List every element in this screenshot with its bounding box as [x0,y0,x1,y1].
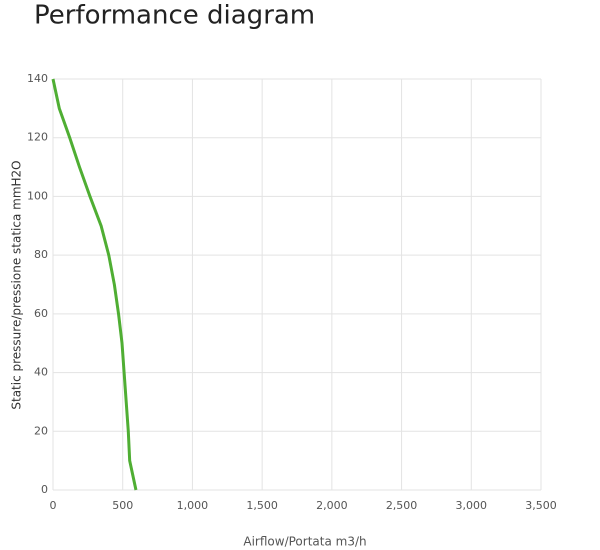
x-tick-label: 3,000 [456,499,488,512]
y-tick-label: 40 [34,366,48,379]
x-tick-label: 2,500 [386,499,418,512]
series-line [51,78,138,491]
y-tick-label: 80 [34,248,48,261]
x-tick-label: 2,000 [316,499,348,512]
x-tick-label: 1,000 [177,499,209,512]
x-tick-label: 1,500 [246,499,278,512]
x-axis-label: Airflow/Portata m3/h [243,535,366,549]
y-tick-label: 20 [34,424,48,437]
y-tick-label: 0 [41,483,48,496]
chart-title: Performance diagram [34,1,315,31]
y-tick-label: 60 [34,307,48,320]
x-tick-label: 3,500 [525,499,557,512]
y-axis-label: Static pressure/pressione statica mmH2O [10,160,24,409]
y-tick-label: 140 [27,72,48,85]
x-tick-label: 500 [112,499,133,512]
y-tick-label: 120 [27,131,48,144]
x-tick-label: 0 [50,499,57,512]
y-tick-label: 100 [27,189,48,202]
